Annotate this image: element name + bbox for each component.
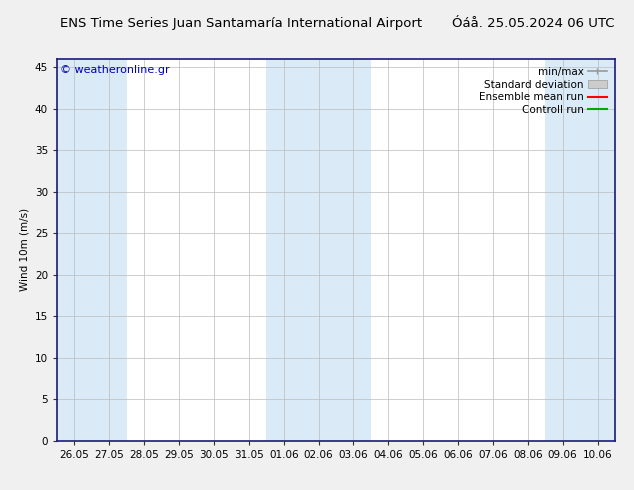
Text: ENS Time Series Juan Santamaría International Airport: ENS Time Series Juan Santamaría Internat… <box>60 17 422 30</box>
Bar <box>57 59 127 441</box>
Bar <box>336 59 371 441</box>
Text: © weatheronline.gr: © weatheronline.gr <box>60 65 169 74</box>
Text: Óáå. 25.05.2024 06 UTC: Óáå. 25.05.2024 06 UTC <box>453 17 615 30</box>
Legend: min/max, Standard deviation, Ensemble mean run, Controll run: min/max, Standard deviation, Ensemble me… <box>476 64 610 118</box>
Bar <box>266 59 336 441</box>
Bar <box>545 59 615 441</box>
Y-axis label: Wind 10m (m/s): Wind 10m (m/s) <box>19 208 29 292</box>
